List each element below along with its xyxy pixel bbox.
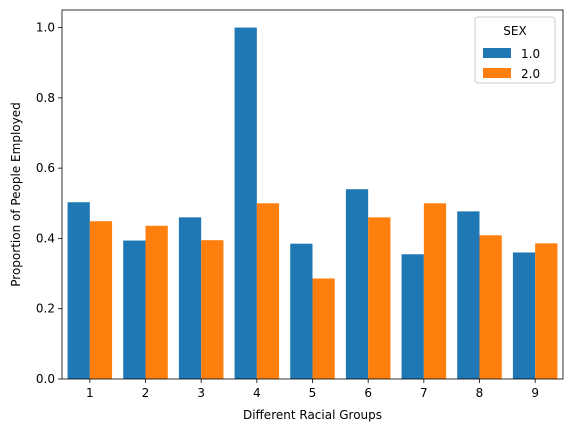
x-tick-label: 2 [142, 386, 150, 400]
x-axis-label: Different Racial Groups [243, 408, 382, 422]
y-ticks-group: 0.0 0.2 0.4 0.6 0.8 1.0 [36, 21, 62, 386]
x-tick-label: 4 [253, 386, 261, 400]
bar-4-series-1.0 [234, 27, 257, 379]
x-tick-label: 3 [197, 386, 205, 400]
bar-7-series-2.0 [423, 203, 447, 379]
x-tick-label: 8 [476, 386, 484, 400]
legend-swatch-1.0 [483, 48, 511, 58]
bar-2-series-2.0 [145, 225, 168, 379]
bar-1-series-1.0 [67, 202, 90, 379]
bar-6-series-2.0 [368, 217, 391, 379]
x-tick-label: 6 [364, 386, 372, 400]
x-tick-label: 5 [309, 386, 317, 400]
bar-9-series-1.0 [512, 252, 536, 379]
bar-5-series-2.0 [312, 278, 335, 379]
legend-title: SEX [503, 24, 526, 38]
y-tick-label: 0.8 [36, 91, 55, 105]
y-tick-label: 0.4 [36, 231, 55, 245]
legend-items: 1.02.0 [483, 47, 540, 81]
bar-8-series-1.0 [457, 211, 480, 379]
y-axis-label: Proportion of People Employed [9, 102, 23, 286]
legend-box [474, 16, 556, 84]
bar-6-series-1.0 [345, 189, 369, 379]
legend-swatch-2.0 [483, 68, 511, 78]
y-tick-label: 0.0 [36, 372, 55, 386]
legend: SEX 1.02.0 [474, 16, 556, 84]
bar-3-series-2.0 [201, 240, 224, 379]
bar-2-series-1.0 [123, 240, 146, 379]
y-tick-label: 1.0 [36, 21, 55, 35]
x-tick-label: 7 [420, 386, 428, 400]
bar-4-series-2.0 [256, 203, 280, 379]
legend-label-2.0: 2.0 [521, 67, 540, 81]
x-tick-label: 1 [86, 386, 94, 400]
x-ticks-group: 1 2 3 4 5 6 7 8 9 [86, 379, 539, 400]
bar-1-series-2.0 [89, 221, 113, 379]
bar-7-series-1.0 [401, 254, 424, 379]
bar-3-series-1.0 [178, 217, 202, 379]
y-tick-label: 0.2 [36, 302, 55, 316]
x-tick-label: 9 [531, 386, 539, 400]
bar-5-series-1.0 [290, 243, 313, 379]
legend-label-1.0: 1.0 [521, 47, 540, 61]
plot-frame [61, 9, 564, 380]
bar-8-series-2.0 [479, 235, 502, 379]
bars-group [67, 27, 558, 379]
bar-9-series-2.0 [535, 243, 558, 379]
y-tick-label: 0.6 [36, 161, 55, 175]
